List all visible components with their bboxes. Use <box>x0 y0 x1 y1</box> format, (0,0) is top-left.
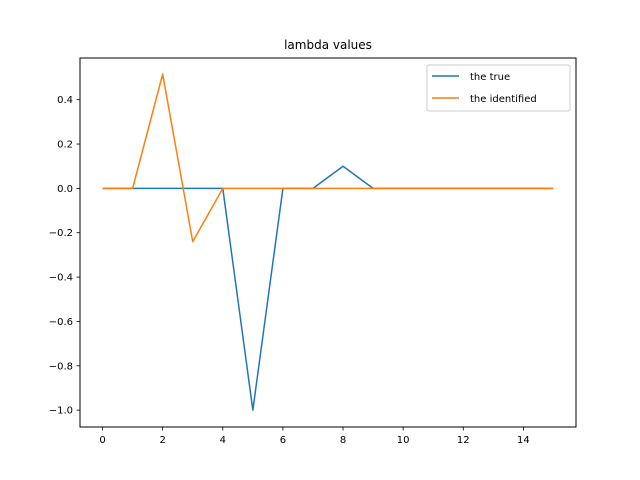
y-tick-label: −1.0 <box>49 406 73 417</box>
x-tick-label: 8 <box>340 435 346 446</box>
y-tick-label: −0.6 <box>49 317 73 328</box>
y-tick-label: 0.0 <box>57 184 73 195</box>
y-tick-label: −0.8 <box>49 361 73 372</box>
legend-label-true: the true <box>470 72 510 83</box>
series-line-identified <box>102 73 554 243</box>
legend: the true the identified <box>426 64 571 112</box>
y-tick-label: −0.2 <box>49 228 73 239</box>
x-axis: 0 2 4 6 8 10 12 14 <box>99 427 530 446</box>
legend-box <box>426 64 571 112</box>
x-tick-label: 0 <box>99 435 105 446</box>
y-axis: −1.0 −0.8 −0.6 −0.4 −0.2 0.0 0.2 0.4 <box>49 95 80 417</box>
plot-area-frame <box>79 57 577 428</box>
x-tick-label: 2 <box>159 435 165 446</box>
legend-label-identified: the identified <box>470 94 537 105</box>
series-line-true <box>102 165 554 411</box>
x-tick-label: 4 <box>220 435 226 446</box>
y-tick-label: 0.4 <box>57 95 73 106</box>
x-tick-label: 6 <box>280 435 286 446</box>
x-tick-label: 12 <box>457 435 470 446</box>
y-tick-label: −0.4 <box>49 273 73 284</box>
x-tick-label: 14 <box>517 435 530 446</box>
x-tick-label: 10 <box>397 435 410 446</box>
chart-title: lambda values <box>284 38 372 52</box>
y-tick-label: 0.2 <box>57 140 73 151</box>
series-layer <box>102 73 554 411</box>
